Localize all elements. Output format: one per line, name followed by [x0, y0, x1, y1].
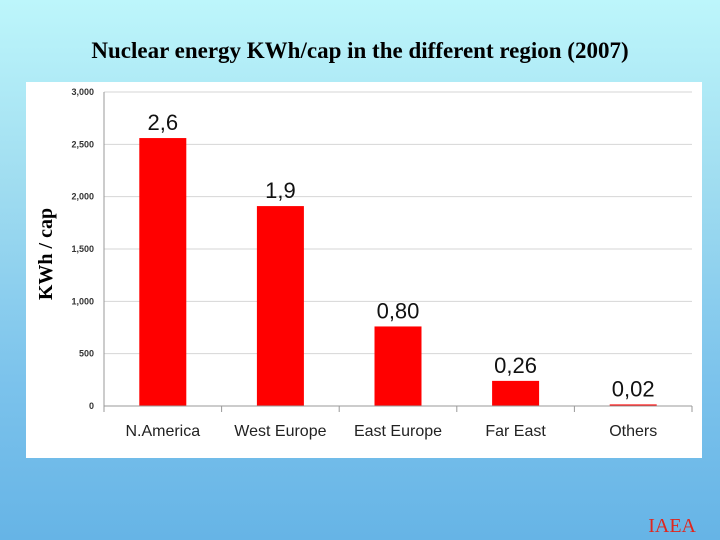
x-tick-label: West Europe [234, 423, 326, 440]
data-label: 0,02 [612, 376, 655, 401]
data-labels: 2,6 1,9 0,80 0,26 0,02 [148, 110, 655, 401]
data-label: 0,26 [494, 353, 537, 378]
bars [139, 138, 657, 406]
x-tick-label: N.America [125, 423, 200, 440]
y-tick-label: 1,500 [71, 244, 94, 254]
bar-far-east [492, 380, 540, 406]
data-label: 0,80 [377, 298, 420, 323]
x-tick-label: Others [609, 423, 657, 440]
y-tick-label: 500 [79, 349, 94, 359]
y-tick-label: 0 [89, 401, 94, 411]
bar-west-europe [256, 206, 304, 406]
grid-lines [104, 91, 692, 355]
chart-panel: 0 500 1,000 1,500 2,000 2,500 3,000 N.America W… [26, 82, 702, 458]
x-tick-label: East Europe [354, 423, 442, 440]
y-tick-label: 2,500 [71, 139, 94, 149]
y-tick-label: 2,000 [71, 192, 94, 202]
y-axis-label: KWh / cap [35, 208, 57, 300]
data-label: 1,9 [265, 178, 296, 203]
bar-n-america [139, 138, 187, 406]
x-tick-label: Far East [485, 423, 546, 440]
footer-label: IAEA [648, 515, 696, 537]
y-tick-label: 1,000 [71, 296, 94, 306]
x-tick-labels: N.America West Europe East Europe Far East O… [125, 423, 657, 440]
data-label: 2,6 [148, 110, 179, 135]
bar-chart: 0 500 1,000 1,500 2,000 2,500 3,000 N.America W… [35, 87, 693, 440]
bar-east-europe [374, 326, 422, 406]
bar-others [609, 404, 657, 406]
axes [103, 92, 693, 412]
y-tick-label: 3,000 [71, 87, 94, 97]
slide-title: Nuclear energy KWh/cap in the different … [91, 38, 629, 63]
y-tick-labels: 0 500 1,000 1,500 2,000 2,500 3,000 [71, 87, 94, 411]
